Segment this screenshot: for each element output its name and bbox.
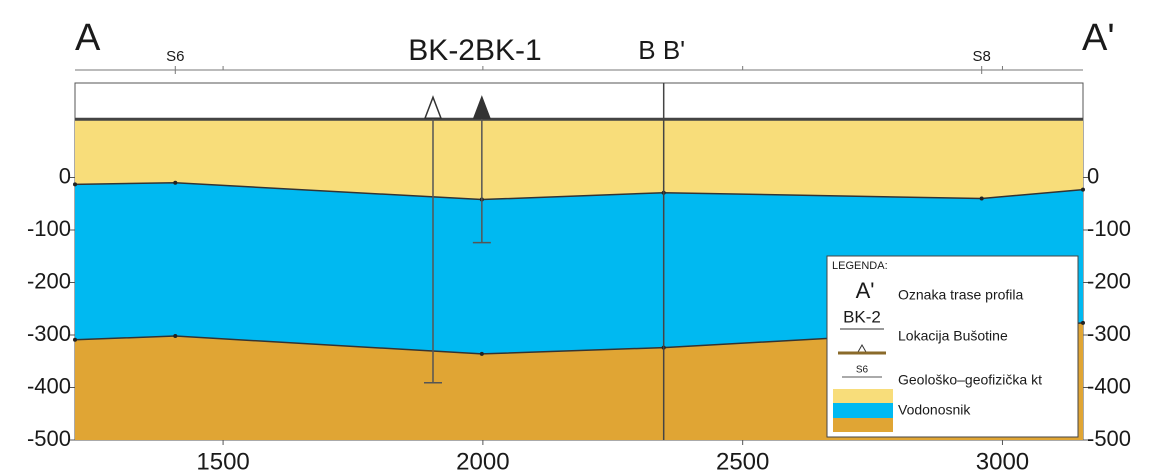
y-tick-label: -400 <box>27 373 71 398</box>
station-label: S8 <box>973 48 991 65</box>
legend: LEGENDA: A' Oznaka trase profila BK-2 Lo… <box>826 255 1079 438</box>
legend-symbol: S6 <box>856 365 869 376</box>
well-marker <box>472 95 491 119</box>
legend-title: LEGENDA: <box>832 260 888 272</box>
station-label: S6 <box>166 48 184 65</box>
legend-text: Vodonosnik <box>898 402 971 418</box>
x-tick-label: 2000 <box>456 448 509 475</box>
y2-tick-label: -500 <box>1087 426 1131 451</box>
boundary-vertex <box>173 180 178 185</box>
boundary-vertex <box>73 182 77 187</box>
y2-tick-label: -100 <box>1087 216 1131 241</box>
legend-swatch <box>833 389 893 432</box>
y2-tick-label: -300 <box>1087 321 1131 346</box>
upper-layer <box>75 119 1083 200</box>
legend-symbol: A' <box>856 278 875 303</box>
boundary-vertex <box>979 196 984 201</box>
y-tick-label: -100 <box>27 216 71 241</box>
boundary-vertex <box>1081 187 1085 192</box>
section-break-label: B B' <box>638 35 685 65</box>
layer-boundary <box>74 181 1084 201</box>
swatch-upper <box>833 389 893 403</box>
y2-tick-label: -200 <box>1087 268 1131 293</box>
legend-symbol: BK-2 <box>843 307 881 326</box>
y-tick-label: 0 <box>59 163 71 188</box>
well-marker <box>423 95 443 119</box>
y-tick-label: -200 <box>27 268 71 293</box>
boundary-vertex <box>479 351 484 356</box>
wells-label: BK-2BK-1 <box>408 34 541 67</box>
left-mark: A <box>75 17 101 59</box>
right-mark: A' <box>1082 17 1115 59</box>
x-tick-label: 3000 <box>976 448 1029 475</box>
legend-text: Oznaka trase profila <box>898 287 1023 303</box>
x-tick-label: 2500 <box>716 448 769 475</box>
y-tick-label: -500 <box>27 426 71 451</box>
legend-text: Geološko–geofizička kt <box>898 372 1042 388</box>
y2-tick-label: -400 <box>1087 373 1131 398</box>
boundary-vertex <box>173 334 178 339</box>
boundary-vertex <box>73 337 77 342</box>
y-tick-label: -300 <box>27 321 71 346</box>
swatch-lower <box>833 418 893 432</box>
y2-tick-label: 0 <box>1087 163 1099 188</box>
x-tick-label: 1500 <box>196 448 249 475</box>
swatch-aquifer <box>833 403 893 418</box>
legend-text: Lokacija Bušotine <box>898 328 1008 344</box>
boundary-vertex <box>1081 320 1085 325</box>
